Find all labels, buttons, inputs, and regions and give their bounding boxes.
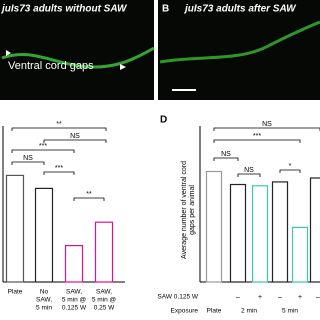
x-tick-label: Plate (8, 289, 23, 296)
significance-label: NS (244, 167, 254, 174)
significance-bracket (11, 161, 45, 165)
panel-title: juIs73 adults without SAW (0, 4, 128, 15)
row-value: – (278, 294, 282, 301)
bar (291, 226, 309, 283)
significance-bracket (43, 139, 107, 143)
bar (64, 245, 84, 283)
row-value: + (258, 294, 262, 301)
significance-bracket (279, 169, 301, 173)
significance-bracket (11, 149, 75, 153)
panel-label: B (162, 4, 169, 15)
x-tick-label: 5 min @ (92, 297, 117, 304)
panel-label: D (160, 115, 167, 126)
row-label: SAW 0.125 W (157, 294, 198, 301)
bar (34, 187, 54, 283)
significance-label: ** (86, 191, 92, 198)
significance-bracket (11, 127, 107, 131)
row-value: – (236, 294, 240, 301)
worm (1, 46, 155, 69)
significance-bracket (43, 171, 75, 175)
significance-label: * (289, 163, 292, 170)
row-value: 5 min (282, 308, 298, 315)
y-axis-label: gaps per animal (189, 185, 196, 235)
bar (94, 221, 114, 283)
significance-label: *** (39, 143, 47, 150)
worm (159, 20, 320, 64)
significance-label: NS (221, 151, 231, 158)
significance-bracket (213, 139, 301, 143)
significance-bracket (213, 157, 239, 161)
significance-bracket (73, 197, 105, 201)
row-label: Exposure (171, 308, 199, 315)
significance-label: NS (262, 121, 272, 128)
significance-label: NS (70, 133, 80, 140)
row-value: 2 min (241, 308, 257, 315)
x-tick-label: 0.125 W (62, 305, 87, 312)
bar (271, 181, 289, 283)
bar (205, 170, 223, 283)
x-tick-label: SAW, (36, 297, 52, 304)
significance-bracket (213, 127, 320, 131)
x-tick-label: No (40, 289, 49, 296)
bar (229, 183, 247, 283)
row-value: – (316, 294, 320, 301)
x-tick-label: SAW, (66, 289, 82, 296)
micrograph-b (158, 0, 320, 100)
x-tick-label: 0.25 W (94, 305, 115, 312)
y-axis-label: Average number of ventral cord (181, 161, 188, 259)
bar (5, 174, 25, 283)
significance-bracket (237, 173, 261, 177)
bar (251, 185, 269, 283)
significance-label: NS (23, 155, 33, 162)
panel-title: juIs73 adults after SAW (183, 4, 297, 15)
bar (309, 177, 320, 283)
significance-label: *** (55, 165, 63, 172)
micrograph-a (0, 0, 154, 100)
x-tick-label: 5 min (36, 305, 52, 312)
x-tick-label: 5 min @ (62, 297, 87, 304)
row-value: Plate (207, 308, 222, 315)
significance-label: *** (253, 133, 261, 140)
x-tick-label: SAW, (96, 289, 112, 296)
significance-label: ** (56, 121, 62, 128)
annotation: Ventral cord gaps (8, 60, 94, 72)
row-value: + (298, 294, 302, 301)
